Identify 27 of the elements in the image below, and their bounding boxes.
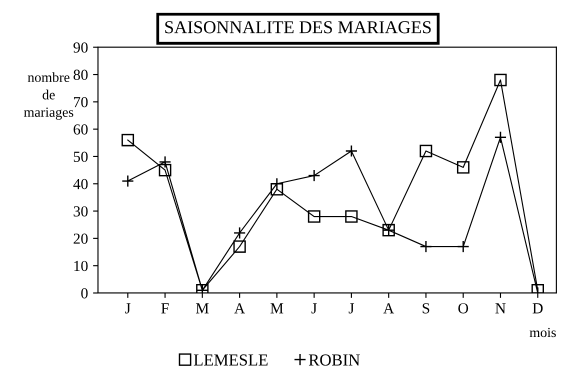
legend-label: ROBIN: [308, 354, 360, 366]
y-axis-title: nombre de mariages: [24, 72, 74, 120]
x-tick-label: M: [196, 303, 209, 314]
x-tick-label: A: [234, 303, 246, 314]
x-tick-label: F: [161, 303, 169, 314]
y-tick-label: 60: [74, 124, 88, 135]
x-tick-label: O: [458, 303, 468, 314]
y-tick-label: 0: [81, 288, 88, 298]
chart-title: SAISONNALITE DES MARIAGES: [165, 21, 431, 34]
x-tick-label: J: [348, 303, 354, 314]
x-tick-label: D: [532, 303, 543, 314]
x-tick-label: A: [383, 303, 394, 314]
y-tick-label: 30: [74, 206, 88, 217]
y-tick-label: 20: [74, 234, 88, 244]
x-tick-label: M: [270, 303, 284, 314]
x-tick-label: N: [495, 303, 506, 314]
y-tick-label: 10: [74, 260, 88, 272]
x-tick-label: J: [125, 303, 130, 314]
legend-label: LEMESLE: [194, 354, 268, 366]
x-tick-label: S: [422, 303, 430, 314]
x-axis-title: mois: [530, 328, 556, 338]
y-tick-label: 40: [73, 178, 88, 190]
y-tick-label: 90: [73, 42, 88, 53]
y-tick-label: 70: [74, 96, 88, 108]
y-tick-label: 50: [74, 152, 88, 162]
x-tick-label: J: [311, 303, 317, 314]
y-tick-label: 80: [74, 70, 88, 80]
